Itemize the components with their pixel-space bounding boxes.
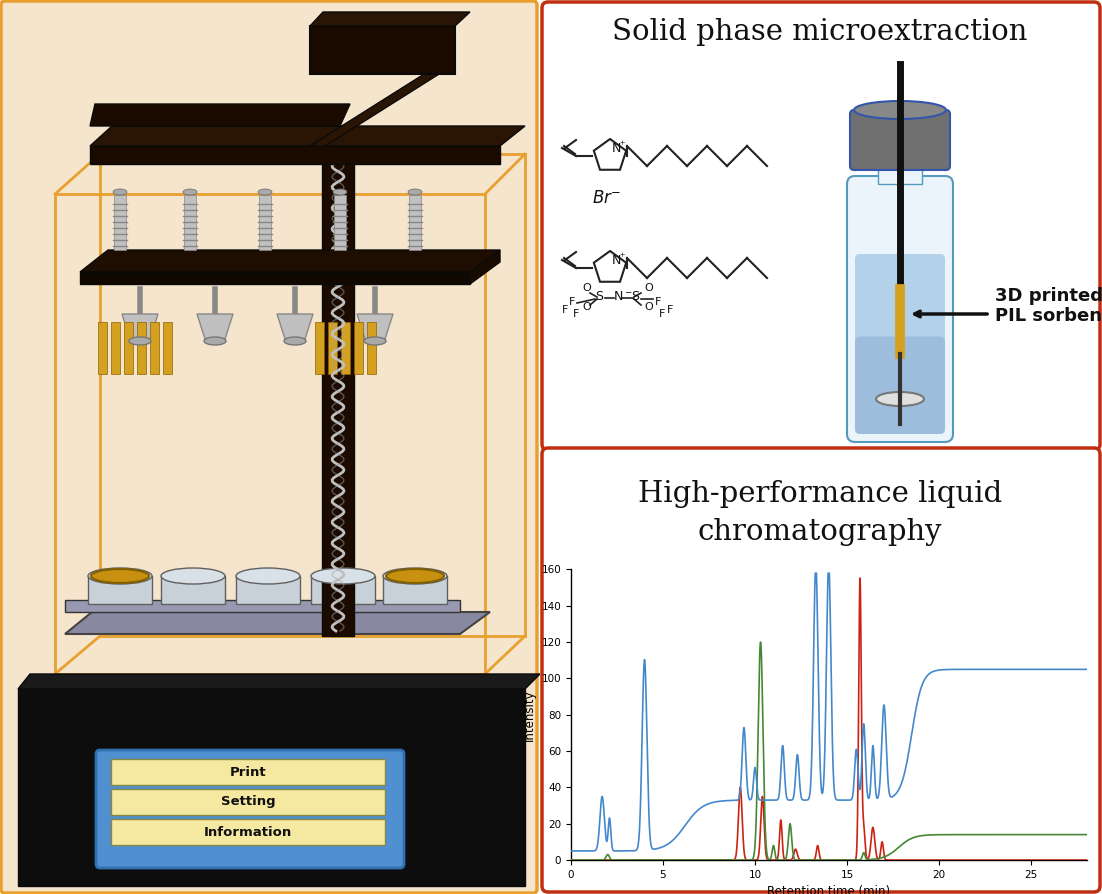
Bar [125,322,133,374]
Text: Print: Print [229,765,267,779]
Polygon shape [65,612,490,634]
Polygon shape [80,250,500,272]
Polygon shape [383,576,447,604]
Text: N: N [612,142,622,155]
Ellipse shape [204,337,226,345]
Text: F: F [562,305,569,315]
Ellipse shape [114,189,127,195]
Ellipse shape [383,568,447,584]
Text: F: F [655,297,661,307]
Polygon shape [65,600,460,612]
Bar [367,322,376,374]
FancyBboxPatch shape [111,819,385,845]
Text: $^+$: $^+$ [618,252,626,262]
Bar [98,322,107,374]
Text: 3D printed
PIL sorbent: 3D printed PIL sorbent [995,287,1102,325]
Ellipse shape [364,337,386,345]
Text: O: O [644,302,652,312]
Text: Information: Information [204,825,292,839]
FancyBboxPatch shape [111,759,385,785]
Ellipse shape [236,568,300,584]
Text: Br$^{-}$: Br$^{-}$ [592,189,620,207]
Bar [114,195,126,250]
X-axis label: Retention time (min): Retention time (min) [767,885,890,894]
Ellipse shape [161,568,225,584]
Bar [184,195,196,250]
Polygon shape [310,26,455,74]
Text: S: S [631,290,639,303]
Text: chromatography: chromatography [698,518,942,546]
Ellipse shape [284,337,306,345]
Polygon shape [236,576,300,604]
Polygon shape [277,314,313,339]
Polygon shape [122,314,158,339]
Bar [163,322,172,374]
Text: S: S [595,290,603,303]
Text: F: F [667,305,673,315]
Text: F: F [659,309,666,319]
Polygon shape [88,576,152,604]
Bar [322,150,354,636]
Y-axis label: Intensity: Intensity [522,689,536,740]
Bar [328,322,337,374]
Ellipse shape [183,189,197,195]
Ellipse shape [408,189,422,195]
Polygon shape [469,250,500,284]
Text: Setting: Setting [220,796,276,808]
Polygon shape [18,674,540,689]
Ellipse shape [854,101,946,119]
Ellipse shape [386,569,444,583]
Polygon shape [161,576,225,604]
Ellipse shape [129,337,151,345]
FancyBboxPatch shape [850,110,950,170]
Text: N$^-$: N$^-$ [613,290,633,303]
FancyBboxPatch shape [111,789,385,815]
Text: High-performance liquid: High-performance liquid [638,480,1002,508]
Bar [315,322,324,374]
Bar [137,322,145,374]
Bar [259,195,271,250]
Polygon shape [90,126,525,146]
Polygon shape [90,104,350,126]
Polygon shape [311,576,375,604]
Text: O: O [582,302,591,312]
Text: O: O [582,283,591,293]
Ellipse shape [258,189,272,195]
Text: F: F [569,297,575,307]
Polygon shape [18,689,525,886]
Bar [334,195,346,250]
Ellipse shape [88,568,152,584]
FancyBboxPatch shape [96,750,404,868]
FancyBboxPatch shape [855,254,946,434]
Polygon shape [90,146,500,164]
Text: F: F [573,309,580,319]
Ellipse shape [876,392,923,406]
FancyBboxPatch shape [847,176,953,442]
Bar [111,322,120,374]
FancyBboxPatch shape [542,2,1100,450]
FancyBboxPatch shape [855,336,946,434]
Polygon shape [197,314,233,339]
Polygon shape [80,272,469,284]
Text: Solid phase microextraction: Solid phase microextraction [613,18,1028,46]
Polygon shape [310,12,469,26]
FancyBboxPatch shape [542,448,1100,892]
Bar [150,322,159,374]
Bar [878,164,922,184]
Bar [341,322,350,374]
Ellipse shape [91,569,149,583]
FancyBboxPatch shape [1,1,537,893]
Bar [409,195,421,250]
Polygon shape [310,64,455,146]
Text: O: O [644,283,652,293]
Bar [354,322,363,374]
Ellipse shape [311,568,375,584]
Text: $^+$: $^+$ [618,140,626,150]
Text: N: N [612,254,622,267]
Polygon shape [357,314,393,339]
Ellipse shape [333,189,347,195]
